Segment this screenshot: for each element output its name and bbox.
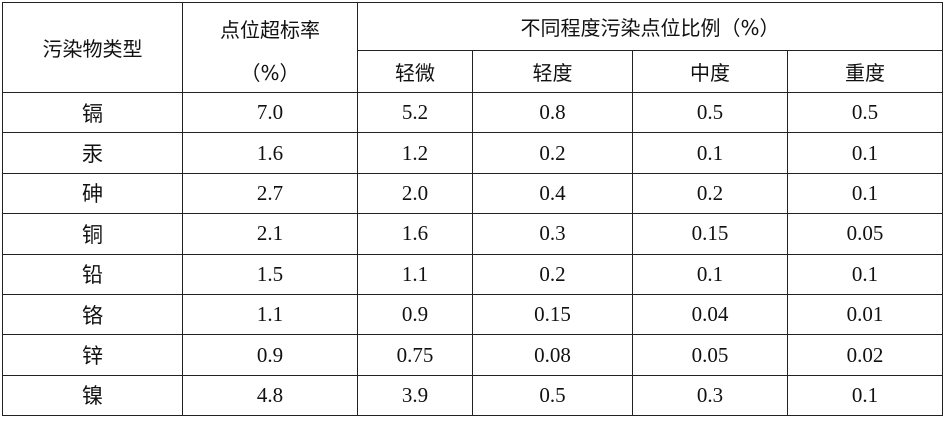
value-cell: 0.1 xyxy=(786,172,944,215)
value-cell: 1.6 xyxy=(357,213,473,255)
value-cell: 0.1 xyxy=(786,132,944,174)
value-cell: 1.6 xyxy=(182,132,358,174)
value-cell: 0.8 xyxy=(472,91,633,134)
value-cell: 1.2 xyxy=(357,132,473,174)
value-cell: 0.1 xyxy=(786,253,944,295)
header-cell: 污染物类型 xyxy=(2,2,183,93)
value-cell: 0.15 xyxy=(632,213,788,255)
value-cell: 1.1 xyxy=(182,293,358,336)
table-row: 铅 1.5 1.1 0.2 0.1 0.1 xyxy=(2,253,944,295)
header-cell: 点位超标率 （%） xyxy=(182,2,358,93)
table-row: 铜 2.1 1.6 0.3 0.15 0.05 xyxy=(2,213,944,255)
value-cell: 4.8 xyxy=(182,374,358,417)
value-cell: 0.2 xyxy=(632,172,788,215)
header-cell: 重度 xyxy=(786,50,944,93)
value-cell: 0.15 xyxy=(472,293,633,336)
value-cell: 2.0 xyxy=(357,172,473,215)
table-body: 镉 7.0 5.2 0.8 0.5 0.5 汞 1.6 1.2 0.2 0.1 0.1 砷 2.7 2.0 0… xyxy=(2,91,944,417)
value-cell: 2.1 xyxy=(182,213,358,255)
pollutant-cell: 镍 xyxy=(2,374,183,417)
value-cell: 2.7 xyxy=(182,172,358,215)
table-row: 镉 7.0 5.2 0.8 0.5 0.5 xyxy=(2,91,944,134)
value-cell: 0.4 xyxy=(472,172,633,215)
value-cell: 0.01 xyxy=(786,293,944,336)
pollutant-cell: 铅 xyxy=(2,253,183,295)
value-cell: 1.1 xyxy=(357,253,473,295)
value-cell: 0.1 xyxy=(632,132,788,174)
value-cell: 0.5 xyxy=(786,91,944,134)
value-cell: 0.1 xyxy=(786,374,944,417)
value-cell: 0.02 xyxy=(786,334,944,376)
value-cell: 0.05 xyxy=(632,334,788,376)
value-cell: 0.2 xyxy=(472,132,633,174)
value-cell: 1.5 xyxy=(182,253,358,295)
table-row: 锌 0.9 0.75 0.08 0.05 0.02 xyxy=(2,334,944,376)
pollutant-cell: 汞 xyxy=(2,132,183,174)
pollutant-cell: 铜 xyxy=(2,213,183,255)
header-row: 污染物类型 点位超标率 （%） 不同程度污染点位比例（%） xyxy=(2,2,944,93)
table-row: 铬 1.1 0.9 0.15 0.04 0.01 xyxy=(2,293,944,336)
pollutant-cell: 镉 xyxy=(2,91,183,134)
pollutant-cell: 锌 xyxy=(2,334,183,376)
value-cell: 0.2 xyxy=(472,253,633,295)
header-cell: 不同程度污染点位比例（%） xyxy=(356,2,944,51)
value-cell: 0.75 xyxy=(357,334,473,376)
value-cell: 0.5 xyxy=(472,374,633,417)
value-cell: 5.2 xyxy=(357,91,473,134)
value-cell: 7.0 xyxy=(182,91,358,134)
value-cell: 0.05 xyxy=(786,213,944,255)
pollutant-cell: 砷 xyxy=(2,172,183,215)
table-row: 汞 1.6 1.2 0.2 0.1 0.1 xyxy=(2,132,944,174)
pollution-table: 污染物类型 点位超标率 （%） 不同程度污染点位比例（%） 轻微 轻度 中度 重度 镉… xyxy=(2,2,944,417)
pollutant-cell: 铬 xyxy=(2,293,183,336)
header-cell: 轻微 xyxy=(357,50,473,93)
value-cell: 0.5 xyxy=(632,91,788,134)
table-row: 镍 4.8 3.9 0.5 0.3 0.1 xyxy=(2,374,944,417)
header-cell: 轻度 xyxy=(472,50,633,93)
value-cell: 0.9 xyxy=(182,334,358,376)
value-cell: 0.04 xyxy=(632,293,788,336)
value-cell: 3.9 xyxy=(357,374,473,417)
value-cell: 0.3 xyxy=(632,374,788,417)
table-row: 砷 2.7 2.0 0.4 0.2 0.1 xyxy=(2,172,944,215)
value-cell: 0.08 xyxy=(472,334,633,376)
header-text: 点位超标率 xyxy=(220,17,320,42)
value-cell: 0.3 xyxy=(472,213,633,255)
header-cell: 中度 xyxy=(632,50,788,93)
value-cell: 0.1 xyxy=(632,253,788,295)
header-unit: （%） xyxy=(240,60,300,85)
value-cell: 0.9 xyxy=(357,293,473,336)
